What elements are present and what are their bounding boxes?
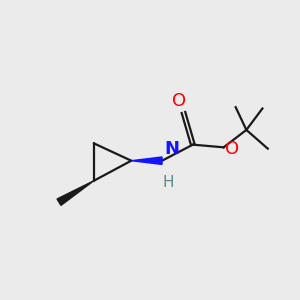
Text: O: O: [172, 92, 187, 110]
Text: N: N: [165, 140, 180, 158]
Polygon shape: [57, 181, 94, 206]
Text: O: O: [225, 140, 239, 158]
Polygon shape: [131, 157, 162, 164]
Text: H: H: [163, 176, 175, 190]
